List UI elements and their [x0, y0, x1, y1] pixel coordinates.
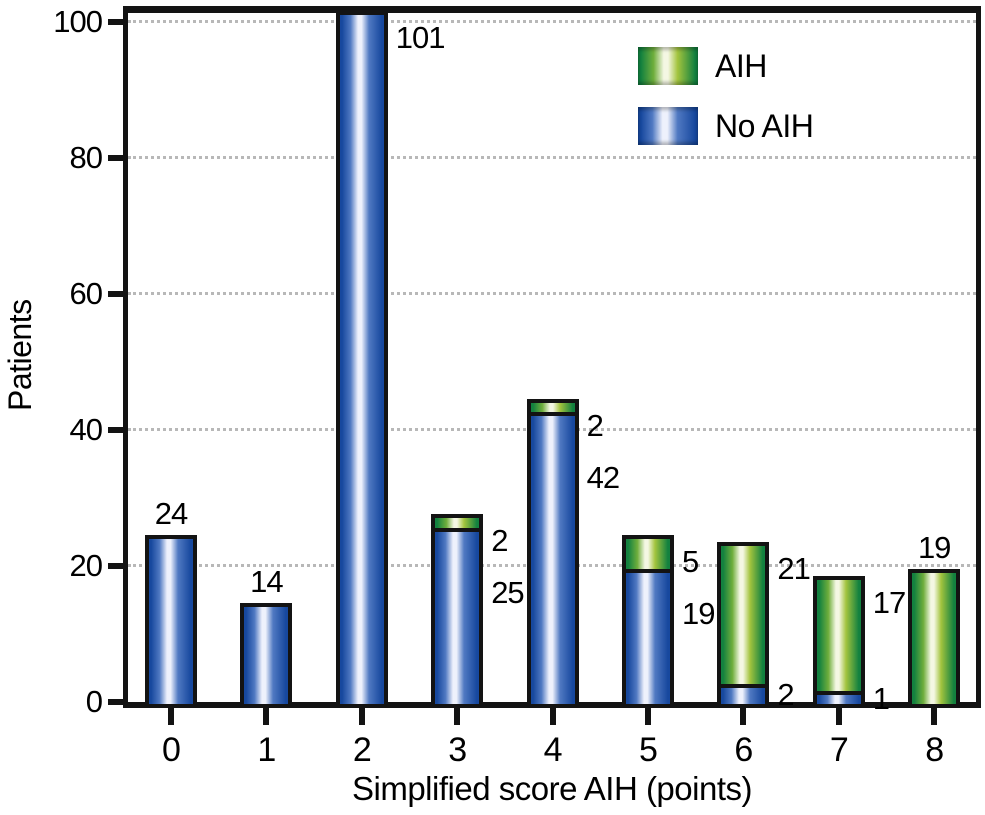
x-axis-tick-3 [454, 708, 461, 725]
x-axis-tick-0 [168, 708, 174, 725]
y-axis-tick-100 [108, 19, 123, 25]
x-axis-tick-2 [358, 708, 365, 725]
value-label-0-no-aih: 24 [154, 495, 188, 531]
x-axis-tick-4 [549, 708, 556, 725]
x-axis-tick-7 [835, 708, 842, 725]
legend-item-no-aih: No AIH [638, 107, 814, 145]
y-axis-tick-40 [108, 427, 123, 433]
gridline-80 [128, 156, 976, 159]
y-axis-tick-label-40: 40 [69, 412, 103, 447]
x-axis-tick-label-6: 6 [734, 731, 753, 769]
x-axis-tick-5 [645, 708, 651, 725]
x-axis-tick-1 [263, 708, 270, 725]
legend-label-aih: AIH [715, 47, 767, 84]
y-axis-tick-label-20: 20 [69, 548, 103, 583]
bar-segment-aih-6 [721, 545, 766, 689]
value-label-1-no-aih: 14 [250, 563, 283, 599]
y-axis-tick-label-80: 80 [69, 140, 103, 175]
x-axis-tick-label-2: 2 [352, 731, 372, 769]
bar-segment-aih-4 [530, 402, 575, 417]
bar-score-5 [622, 534, 674, 708]
y-axis-tick-20 [108, 563, 123, 569]
gridline-100 [128, 20, 976, 23]
value-label-5-aih: 5 [682, 543, 699, 579]
gridline-60 [128, 292, 976, 295]
x-axis-tick-label-7: 7 [829, 731, 849, 769]
bar-segment-aih-3 [435, 518, 480, 532]
bar-segment-aih-7 [816, 579, 861, 696]
y-axis-tick-label-60: 60 [69, 276, 103, 311]
bar-score-6 [717, 541, 770, 708]
legend-swatch-no-aih-icon [638, 107, 698, 145]
bar-score-0 [145, 534, 197, 708]
value-label-5-no-aih: 19 [682, 595, 715, 631]
value-label-4-aih: 2 [586, 407, 604, 443]
x-axis-tick-6 [740, 708, 747, 725]
bar-segment-aih-5 [626, 538, 670, 573]
bar-score-8 [908, 568, 961, 708]
y-axis-tick-0 [108, 699, 123, 705]
x-axis-title: Simplified score AIH (points) [352, 770, 752, 807]
value-label-6-aih: 21 [777, 550, 810, 586]
y-axis-tick-label-100: 100 [53, 4, 103, 39]
x-axis-tick-label-4: 4 [543, 731, 563, 769]
x-axis-tick-label-0: 0 [162, 731, 181, 769]
x-axis-tick-label-1: 1 [257, 731, 276, 769]
bar-score-1 [240, 602, 293, 708]
value-label-7-no-aih: 1 [872, 680, 890, 716]
y-axis-tick-60 [108, 291, 123, 297]
value-label-8-aih: 19 [917, 529, 951, 565]
x-axis-tick-8 [931, 708, 938, 725]
value-label-3-no-aih: 25 [491, 575, 524, 611]
legend-item-aih: AIH [638, 47, 767, 85]
x-axis-tick-label-5: 5 [639, 731, 658, 769]
legend-swatch-aih-icon [638, 47, 698, 85]
bar-score-2 [335, 11, 388, 708]
x-axis-tick-label-8: 8 [925, 731, 944, 769]
bar-score-4 [526, 398, 579, 708]
y-axis-tick-label-0: 0 [85, 684, 103, 719]
x-axis-tick-label-3: 3 [448, 731, 467, 769]
value-label-4-no-aih: 42 [586, 459, 620, 495]
legend-label-no-aih: No AIH [715, 107, 814, 144]
bar-score-3 [431, 514, 484, 708]
bar-score-7 [812, 575, 865, 708]
value-label-7-aih: 17 [872, 584, 906, 620]
value-label-3-aih: 2 [491, 523, 508, 559]
y-axis-tick-80 [108, 155, 123, 161]
value-label-2-no-aih: 101 [395, 20, 446, 56]
value-label-6-no-aih: 2 [777, 677, 794, 713]
